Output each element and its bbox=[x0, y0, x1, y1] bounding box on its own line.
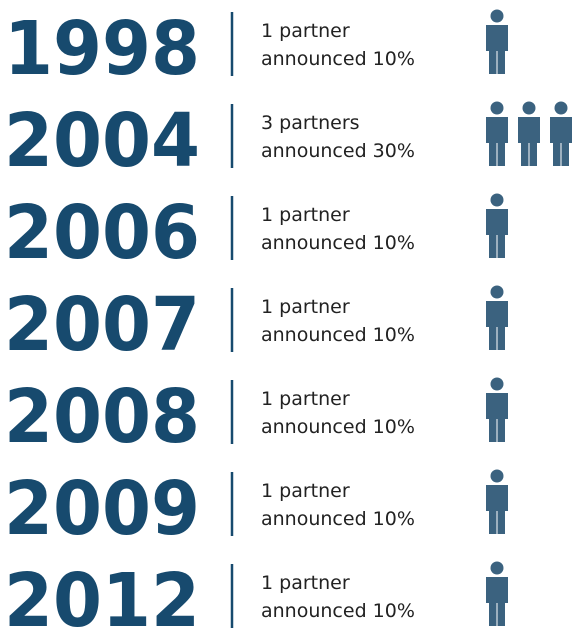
timeline-row: 2008 1 partner announced 10% bbox=[4, 374, 508, 460]
year: 2009 bbox=[4, 466, 200, 552]
timeline-row: 1998 1 partner announced 10% bbox=[4, 6, 508, 92]
year: 1998 bbox=[4, 6, 200, 92]
person-icon bbox=[486, 193, 508, 258]
year: 2006 bbox=[4, 190, 200, 276]
icon-head bbox=[490, 285, 504, 299]
partner-count: 1 partner bbox=[261, 480, 350, 502]
partner-count: 1 partner bbox=[261, 204, 350, 226]
icon-head bbox=[490, 101, 504, 115]
year: 2004 bbox=[4, 98, 200, 184]
person-icon bbox=[486, 561, 508, 626]
person-icon bbox=[486, 285, 508, 350]
icon-body bbox=[486, 209, 508, 258]
icon-head bbox=[490, 9, 504, 23]
person-icon bbox=[518, 101, 540, 166]
announced-share: announced 30% bbox=[261, 140, 415, 162]
icon-body bbox=[550, 117, 572, 166]
partner-count: 3 partners bbox=[261, 112, 360, 134]
icon-head bbox=[490, 469, 504, 483]
timeline-row: 2006 1 partner announced 10% bbox=[4, 190, 508, 276]
announced-share: announced 10% bbox=[261, 416, 415, 438]
timeline-row: 2012 1 partner announced 10% bbox=[4, 558, 508, 630]
timeline-row: 2009 1 partner announced 10% bbox=[4, 466, 508, 552]
icon-body bbox=[486, 25, 508, 74]
icon-head bbox=[490, 193, 504, 207]
announced-share: announced 10% bbox=[261, 508, 415, 530]
icon-body bbox=[518, 117, 540, 166]
announced-share: announced 10% bbox=[261, 600, 415, 622]
partner-count: 1 partner bbox=[261, 572, 350, 594]
timeline-row: 2004 3 partners announced 30% bbox=[4, 98, 572, 184]
icon-body bbox=[486, 485, 508, 534]
icon-body bbox=[486, 577, 508, 626]
icon-body bbox=[486, 393, 508, 442]
person-icon bbox=[550, 101, 572, 166]
person-icon bbox=[486, 469, 508, 534]
year: 2007 bbox=[4, 282, 200, 368]
year: 2008 bbox=[4, 374, 200, 460]
icon-body bbox=[486, 301, 508, 350]
icon-head bbox=[490, 377, 504, 391]
announced-share: announced 10% bbox=[261, 48, 415, 70]
timeline-row: 2007 1 partner announced 10% bbox=[4, 282, 508, 368]
partner-count: 1 partner bbox=[261, 296, 350, 318]
icon-head bbox=[554, 101, 568, 115]
icon-head bbox=[490, 561, 504, 575]
partner-count: 1 partner bbox=[261, 20, 350, 42]
announced-share: announced 10% bbox=[261, 324, 415, 346]
partner-count: 1 partner bbox=[261, 388, 350, 410]
icon-head bbox=[522, 101, 536, 115]
person-icon bbox=[486, 377, 508, 442]
person-icon bbox=[486, 9, 508, 74]
announced-share: announced 10% bbox=[261, 232, 415, 254]
icon-body bbox=[486, 117, 508, 166]
year: 2012 bbox=[4, 558, 200, 630]
person-icon bbox=[486, 101, 508, 166]
